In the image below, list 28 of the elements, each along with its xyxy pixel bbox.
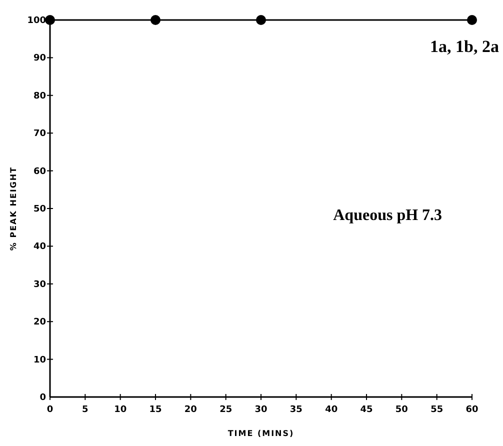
y-tick-label: 20	[33, 318, 46, 328]
y-tick-label: 30	[33, 280, 46, 290]
x-axis-title: TIME (MINS)	[228, 429, 294, 438]
x-tick-label: 30	[254, 405, 268, 415]
y-tick-label: 70	[33, 129, 46, 140]
x-tick-label: 45	[360, 405, 373, 415]
x-tick-label: 35	[290, 405, 302, 415]
y-tick-label: 40	[33, 242, 46, 252]
x-tick-label: 25	[220, 405, 232, 415]
x-tick-label: 0	[46, 405, 54, 415]
y-tick-label: 50	[33, 204, 46, 214]
x-tick-label: 40	[325, 405, 338, 415]
x-tick-label: 55	[430, 405, 444, 415]
y-tick-label: 60	[33, 166, 46, 177]
annotation: Aqueous pH 7.3	[333, 206, 442, 224]
y-tick-label: 10	[33, 355, 46, 366]
x-tick-label: 60	[466, 405, 478, 415]
x-tick-label: 5	[82, 405, 88, 415]
annotation: 1a, 1b, 2a	[430, 37, 500, 56]
x-tick-label: 20	[184, 405, 197, 415]
y-tick-label: 80	[33, 91, 46, 102]
y-tick-label: 0	[40, 393, 46, 403]
x-tick-label: 10	[114, 405, 127, 415]
y-tick-label: 90	[33, 54, 46, 64]
y-axis-title: % PEAK HEIGHT	[9, 166, 18, 251]
x-tick-label: 50	[395, 405, 408, 415]
x-tick-label: 15	[149, 405, 162, 415]
y-tick-label: 100	[27, 16, 46, 26]
